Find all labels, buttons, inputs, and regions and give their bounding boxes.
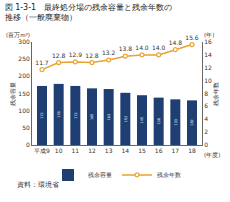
- svg-text:130: 130: [190, 119, 194, 126]
- svg-text:6: 6: [204, 102, 208, 109]
- svg-text:165: 165: [90, 113, 94, 120]
- svg-text:残余年数: 残余年数: [212, 82, 219, 106]
- svg-text:172: 172: [74, 112, 78, 119]
- svg-text:16: 16: [204, 38, 212, 45]
- svg-text:200: 200: [18, 72, 30, 79]
- svg-text:残余年数: 残余年数: [157, 171, 181, 178]
- svg-text:15: 15: [138, 147, 146, 154]
- svg-text:50: 50: [22, 124, 30, 131]
- svg-text:13.8: 13.8: [119, 45, 133, 52]
- svg-text:10: 10: [204, 77, 212, 84]
- svg-text:0: 0: [26, 141, 30, 148]
- svg-text:(百万m³): (百万m³): [6, 32, 30, 38]
- svg-text:172: 172: [40, 112, 44, 119]
- svg-text:250: 250: [18, 55, 30, 62]
- svg-text:12.8: 12.8: [85, 52, 99, 59]
- svg-text:138: 138: [157, 118, 161, 125]
- svg-text:12: 12: [88, 147, 96, 154]
- svg-text:16: 16: [155, 147, 163, 154]
- svg-text:11.7: 11.7: [35, 59, 49, 66]
- svg-text:18: 18: [188, 147, 196, 154]
- svg-text:12: 12: [204, 64, 212, 71]
- svg-text:8: 8: [204, 90, 208, 97]
- svg-text:12.8: 12.8: [52, 52, 66, 59]
- svg-text:152: 152: [124, 116, 128, 123]
- svg-text:平成9: 平成9: [34, 147, 50, 154]
- svg-text:13.2: 13.2: [102, 49, 116, 56]
- svg-text:2: 2: [204, 128, 208, 135]
- svg-text:(年): (年): [204, 32, 214, 38]
- svg-text:12.9: 12.9: [69, 51, 83, 58]
- svg-text:100: 100: [18, 107, 30, 114]
- svg-text:0: 0: [204, 141, 208, 148]
- svg-text:15.6: 15.6: [185, 34, 199, 41]
- svg-text:10: 10: [55, 147, 63, 154]
- svg-text:14.8: 14.8: [169, 39, 183, 46]
- svg-text:4: 4: [204, 115, 208, 122]
- svg-text:178: 178: [57, 111, 61, 118]
- svg-text:133: 133: [174, 119, 178, 126]
- svg-text:資料：環境省: 資料：環境省: [17, 181, 59, 189]
- svg-text:17: 17: [172, 147, 180, 154]
- svg-text:300: 300: [18, 38, 30, 45]
- svg-text:145: 145: [140, 117, 144, 124]
- svg-text:150: 150: [18, 90, 30, 97]
- svg-text:14: 14: [122, 147, 130, 154]
- svg-text:残余容量: 残余容量: [9, 82, 16, 106]
- svg-text:14.0: 14.0: [152, 44, 166, 51]
- svg-text:図 1-3-1 最終処分場の残余容量と残余年数の推移（一般廃: 図 1-3-1 最終処分場の残余容量と残余年数の推移（一般廃棄物）: [5, 3, 173, 22]
- svg-text:13: 13: [105, 147, 113, 154]
- svg-text:14.0: 14.0: [135, 44, 149, 51]
- svg-text:14: 14: [204, 51, 212, 58]
- svg-text:163: 163: [107, 114, 111, 121]
- svg-text:11: 11: [72, 147, 80, 154]
- svg-text:残余容量: 残余容量: [88, 171, 112, 178]
- svg-text:(年度): (年度): [204, 151, 220, 158]
